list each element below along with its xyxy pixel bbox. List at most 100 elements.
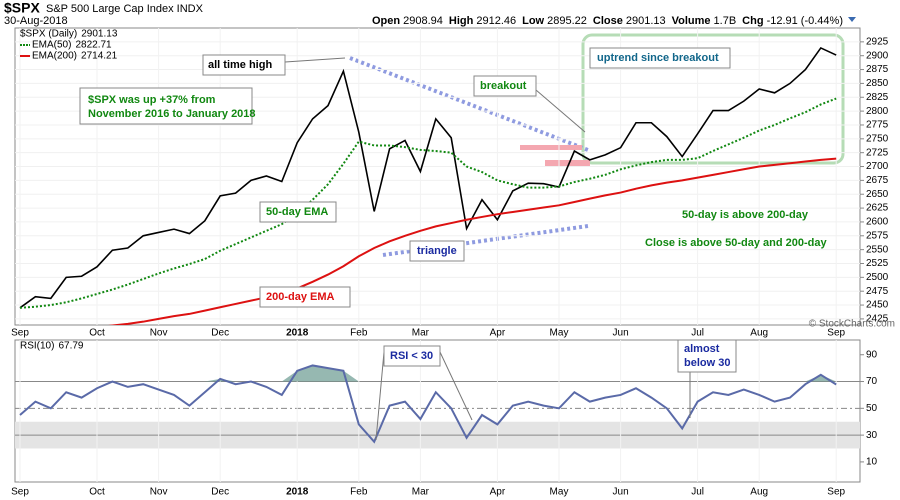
x-tick-label: Apr	[490, 328, 506, 339]
quote-label: Volume	[672, 15, 711, 27]
x-tick-label: 2018	[286, 328, 309, 339]
y-tick-label: 2850	[866, 78, 889, 89]
x-tick-label: Aug	[750, 487, 768, 498]
legend-name: $SPX (Daily)	[20, 29, 77, 40]
series-line	[19, 364, 837, 444]
y-tick-label: 2700	[866, 161, 889, 172]
legend-name: EMA(50)	[32, 40, 71, 51]
menu-arrow[interactable]	[848, 17, 856, 22]
annotation: Close is above 50-day and 200-day	[645, 237, 827, 249]
date: 30-Aug-2018	[4, 15, 68, 27]
x-tick-label: Oct	[89, 328, 105, 339]
annotation-box	[259, 286, 351, 308]
y-tick-label: 2575	[866, 230, 889, 241]
y-tick-label: 2750	[866, 133, 889, 144]
x-tick-label: Nov	[150, 328, 168, 339]
rsi-layer: 10 30 50 70 90 Sep Oct Nov Dec 2018 Feb Mar Apr May Ju…	[11, 339, 878, 498]
quote-label: High	[449, 15, 474, 27]
x-tick-label: Jun	[613, 487, 629, 498]
x-tick-label: May	[550, 328, 569, 339]
quote-value: 2912.46	[476, 15, 516, 27]
x-tick-label: Jul	[691, 328, 704, 339]
quote-value: 1.7B	[714, 15, 737, 27]
annotation: below 30	[684, 357, 730, 369]
legend-name: RSI(10)	[20, 341, 54, 352]
price-panel	[14, 27, 861, 326]
annotation: $SPX was up +37% from	[88, 94, 216, 106]
legend-name: EMA(200)	[32, 51, 77, 62]
series-line	[19, 46, 837, 309]
x-tick-label: Dec	[211, 487, 229, 498]
x-tick-label: Mar	[412, 328, 430, 339]
x-tick-label: Apr	[490, 487, 506, 498]
x-tick-label: Nov	[150, 487, 168, 498]
annotation-box	[259, 201, 337, 223]
legend-value: 2822.71	[75, 40, 112, 51]
annotation: 200-day EMA	[266, 291, 335, 303]
y-tick-label: 2800	[866, 106, 889, 117]
x-tick-label: Jul	[691, 487, 704, 498]
quote-value: 2895.22	[547, 15, 587, 27]
x-tick-label: Sep	[11, 328, 29, 339]
y-tick-label: 2825	[866, 92, 889, 103]
y-tick-label: 2775	[866, 120, 889, 131]
annotation-box	[202, 54, 286, 76]
x-tick-label: Sep	[827, 328, 845, 339]
resistance-zone	[520, 145, 582, 150]
series-line	[19, 97, 837, 309]
title: $SPX	[4, 0, 40, 16]
y-tick-label: 2675	[866, 175, 889, 186]
x-tick-label: 2018	[286, 487, 309, 498]
annotation: uptrend since breakout	[597, 52, 719, 64]
x-tick-label: Sep	[827, 487, 845, 498]
support-zone	[545, 160, 590, 166]
y-tick-label: 50	[866, 403, 878, 414]
quote-label: Chg	[742, 15, 763, 27]
triangle-upper	[349, 56, 589, 152]
y-tick-label: 2425	[866, 314, 889, 325]
y-tick-label: 2450	[866, 300, 889, 311]
annotation-box	[383, 345, 441, 367]
pointer	[439, 351, 473, 421]
series-line	[108, 157, 837, 325]
x-tick-label: May	[550, 487, 569, 498]
annotation: 50-day EMA	[266, 206, 328, 218]
quote-value: 2908.94	[403, 15, 443, 27]
y-tick-label: 2550	[866, 244, 889, 255]
y-tick-label: 10	[866, 457, 878, 468]
uptrend-box	[581, 33, 845, 165]
y-tick-label: 2725	[866, 147, 889, 158]
y-tick-label: 2925	[866, 36, 889, 47]
x-tick-label: Jun	[613, 328, 629, 339]
quote-label: Low	[522, 15, 544, 27]
x-tick-label: Aug	[750, 328, 768, 339]
pointer	[535, 89, 586, 133]
triangle-lower	[382, 224, 589, 257]
pointer	[284, 57, 346, 63]
y-tick-label: 90	[866, 349, 878, 360]
y-tick-label: 2900	[866, 50, 889, 61]
legend-value: 2714.21	[81, 51, 118, 62]
quote-value: -12.91 (-0.44%)	[767, 15, 843, 27]
x-tick-label: Mar	[412, 487, 430, 498]
y-tick-label: 2500	[866, 272, 889, 283]
x-tick-label: Sep	[11, 487, 29, 498]
annotation-box	[409, 240, 465, 262]
subtitle: S&P 500 Large Cap Index INDX	[46, 3, 204, 15]
rsi-panel	[14, 339, 861, 483]
quote-value: 2901.13	[626, 15, 666, 27]
annotation: RSI < 30	[390, 350, 433, 362]
y-tick-label: 2525	[866, 258, 889, 269]
y-tick-label: 2600	[866, 217, 889, 228]
annotation: 50-day is above 200-day	[682, 209, 809, 221]
annotation: breakout	[480, 80, 527, 92]
annotation-box	[79, 87, 253, 125]
y-tick-label: 70	[866, 376, 878, 387]
y-tick-label: 2475	[866, 286, 889, 297]
price-layer: 2425 2450 2475 2500 2525 2550 2575 2600 2625 2650…	[11, 28, 889, 339]
annotation: triangle	[417, 245, 457, 257]
annotation-box	[589, 47, 731, 69]
annotation: almost	[684, 343, 720, 355]
annotation-box	[473, 75, 537, 97]
y-tick-label: 30	[866, 430, 878, 441]
